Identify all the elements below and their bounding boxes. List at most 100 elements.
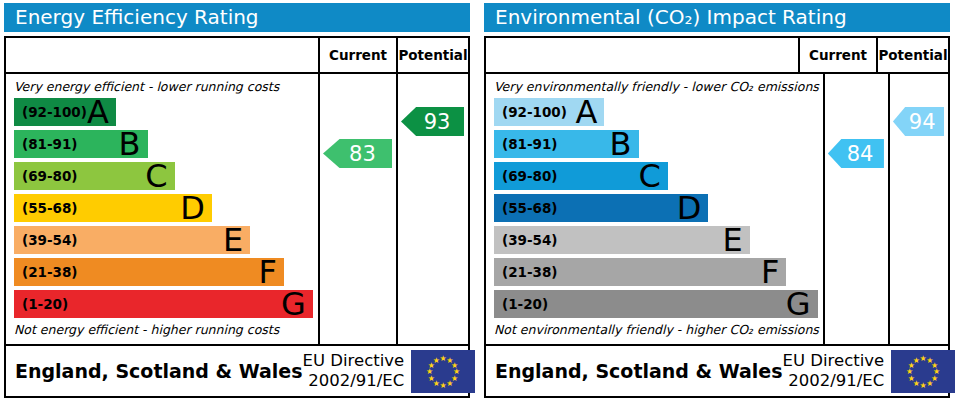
band-range: (21-38) — [502, 264, 558, 280]
region-label: England, Scotland & Wales — [15, 360, 303, 382]
band-letter: G — [281, 291, 306, 317]
band-range: (1-20) — [502, 296, 548, 312]
band-row-a: (92-100) A — [494, 98, 819, 126]
bands-cell: Very energy efficient - lower running co… — [6, 74, 318, 344]
band-range: (21-38) — [22, 264, 78, 280]
bands-cell: Very environmentally friendly - lower CO… — [486, 74, 823, 344]
band-range: (39-54) — [22, 232, 78, 248]
band-row-a: (92-100) A — [14, 98, 314, 126]
bottom-caption: Not energy efficient - higher running co… — [14, 322, 279, 337]
band-row-c: (69-80) C — [494, 162, 819, 190]
rating-table: Current Potential Very environmentally f… — [484, 36, 950, 398]
band-bar-b: (81-91) B — [494, 130, 639, 158]
band-range: (39-54) — [502, 232, 558, 248]
band-letter: D — [677, 195, 702, 221]
current-column-header: Current — [318, 38, 396, 72]
eu-flag-icon: ★★★★★★★★★★★★ — [411, 350, 475, 393]
band-row-b: (81-91) B — [14, 130, 314, 158]
potential-rating-arrow: 93 — [401, 107, 464, 136]
panel-title-environmental: Environmental (CO₂) Impact Rating — [484, 3, 950, 32]
current-rating-arrow: 84 — [828, 139, 884, 168]
band-bar-f: (21-38) F — [494, 258, 786, 286]
energy-efficiency-panel: Energy Efficiency Rating Current Potenti… — [4, 3, 470, 398]
potential-rating-arrow: 94 — [893, 107, 944, 136]
table-footer: England, Scotland & Wales EU Directive 2… — [6, 344, 468, 396]
svg-text:★: ★ — [446, 378, 453, 387]
current-rating-value: 83 — [349, 142, 376, 166]
band-letter: G — [786, 291, 811, 317]
band-bar-g: (1-20) G — [494, 290, 818, 318]
epc-rating-charts: Energy Efficiency Rating Current Potenti… — [0, 0, 957, 398]
band-bar-c: (69-80) C — [494, 162, 668, 190]
table-header-row: Current Potential — [6, 38, 468, 74]
band-row-e: (39-54) E — [494, 226, 819, 254]
band-range: (92-100) — [22, 104, 87, 120]
table-header-row: Current Potential — [486, 38, 948, 74]
svg-text:★: ★ — [913, 355, 920, 364]
band-bar-b: (81-91) B — [14, 130, 148, 158]
band-bar-e: (39-54) E — [494, 226, 750, 254]
header-spacer-cell — [486, 38, 798, 72]
svg-text:★: ★ — [440, 380, 447, 389]
svg-text:★: ★ — [926, 378, 933, 387]
table-footer: England, Scotland & Wales EU Directive 2… — [486, 344, 948, 396]
eu-flag-stars: ★★★★★★★★★★★★ — [411, 350, 475, 393]
eu-directive-label: EU Directive 2002/91/EC — [303, 351, 405, 391]
band-bar-a: (92-100) A — [14, 98, 116, 126]
rating-chart-body: Very environmentally friendly - lower CO… — [486, 74, 948, 344]
band-letter: D — [180, 195, 205, 221]
potential-column-header: Potential — [396, 38, 468, 72]
band-range: (55-68) — [22, 200, 78, 216]
region-label: England, Scotland & Wales — [495, 360, 783, 382]
svg-text:★: ★ — [920, 380, 927, 389]
band-letter: F — [259, 259, 277, 285]
rating-chart-body: Very energy efficient - lower running co… — [6, 74, 468, 344]
band-bar-e: (39-54) E — [14, 226, 250, 254]
band-row-d: (55-68) D — [14, 194, 314, 222]
potential-value-cell: 94 — [888, 74, 948, 344]
band-letter: B — [119, 131, 141, 157]
band-row-f: (21-38) F — [14, 258, 314, 286]
band-letter: A — [576, 99, 598, 125]
bottom-caption: Not environmentally friendly - higher CO… — [494, 322, 819, 337]
band-range: (69-80) — [22, 168, 78, 184]
band-bar-c: (69-80) C — [14, 162, 175, 190]
potential-column-header: Potential — [876, 38, 948, 72]
top-caption: Very environmentally friendly - lower CO… — [494, 79, 819, 94]
band-row-e: (39-54) E — [14, 226, 314, 254]
current-rating-value: 84 — [847, 142, 874, 166]
potential-value-cell: 93 — [396, 74, 468, 344]
band-range: (81-91) — [22, 136, 78, 152]
band-range: (1-20) — [22, 296, 68, 312]
band-letter: E — [722, 227, 742, 253]
band-range: (92-100) — [502, 104, 567, 120]
current-value-cell: 84 — [823, 74, 888, 344]
band-row-f: (21-38) F — [494, 258, 819, 286]
potential-rating-value: 93 — [424, 110, 451, 134]
band-bar-a: (92-100) A — [494, 98, 604, 126]
current-value-cell: 83 — [318, 74, 396, 344]
eu-directive-label: EU Directive 2002/91/EC — [783, 351, 885, 391]
eu-flag-stars: ★★★★★★★★★★★★ — [891, 350, 955, 393]
current-rating-arrow: 83 — [323, 139, 392, 168]
band-bar-g: (1-20) G — [14, 290, 313, 318]
band-row-c: (69-80) C — [14, 162, 314, 190]
band-row-g: (1-20) G — [14, 290, 314, 318]
band-letter: C — [145, 163, 167, 189]
band-range: (69-80) — [502, 168, 558, 184]
band-bar-d: (55-68) D — [494, 194, 708, 222]
potential-rating-value: 94 — [909, 110, 936, 134]
band-bar-f: (21-38) F — [14, 258, 284, 286]
band-row-g: (1-20) G — [494, 290, 819, 318]
rating-table: Current Potential Very energy efficient … — [4, 36, 470, 398]
band-letter: F — [761, 259, 779, 285]
band-letter: C — [638, 163, 660, 189]
band-row-d: (55-68) D — [494, 194, 819, 222]
eu-flag-icon: ★★★★★★★★★★★★ — [891, 350, 955, 393]
band-range: (81-91) — [502, 136, 558, 152]
environmental-impact-panel: Environmental (CO₂) Impact Rating Curren… — [484, 3, 950, 398]
panel-title-energy: Energy Efficiency Rating — [4, 3, 470, 32]
band-letter: B — [610, 131, 632, 157]
svg-text:★: ★ — [433, 355, 440, 364]
band-letter: E — [223, 227, 243, 253]
